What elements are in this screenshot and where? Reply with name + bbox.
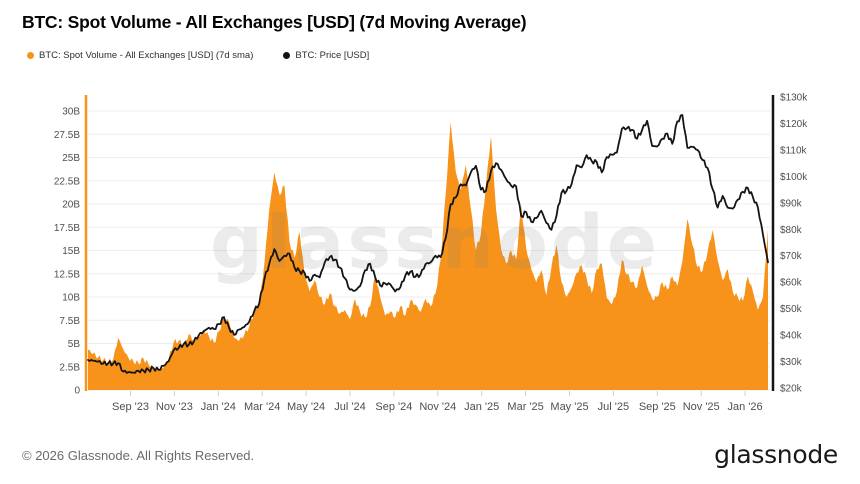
right-axis-tick-label: $120k [780,119,808,130]
x-axis-tick-label: Mar '24 [244,401,280,413]
left-axis-tick-label: 17.5B [54,223,80,234]
legend-label-spot-volume: BTC: Spot Volume - All Exchanges [USD] (… [39,50,254,61]
x-axis-tick-label: Jan '25 [464,401,499,413]
x-axis-tick-label: Sep '23 [112,401,149,413]
right-axis-tick-label: $110k [780,145,808,156]
left-axis-tick-label: 12.5B [54,269,80,280]
x-axis-tick-label: Sep '25 [639,401,676,413]
right-axis-tick-label: $60k [780,278,803,289]
right-axis-tick-label: $30k [780,357,803,368]
glassnode-logo: glassnode [714,440,838,469]
x-axis-tick-label: Jan '26 [728,401,763,413]
legend-swatch-price-icon [283,52,291,59]
volume-area-series[interactable] [88,122,768,390]
left-axis-tick-label: 20B [62,200,80,211]
price-line-series[interactable] [87,114,769,374]
left-axis-tick-label: 0 [74,386,80,397]
legend-item-price[interactable]: BTC: Price [USD] [283,50,369,61]
legend-item-spot-volume[interactable]: BTC: Spot Volume - All Exchanges [USD] (… [27,50,253,61]
x-axis-tick-label: Mar '25 [507,401,543,413]
left-axis-tick-label: 25B [62,153,80,164]
x-axis-tick-label: Sep '24 [375,401,412,413]
right-axis-tick-label: $90k [780,198,803,209]
left-axis-tick-label: 7.5B [59,316,80,327]
right-axis-tick-label: $130k [780,93,808,104]
right-axis-tick-label: $50k [780,304,803,315]
left-axis-tick-label: 10B [62,293,80,304]
legend: BTC: Spot Volume - All Exchanges [USD] (… [27,50,369,61]
watermark: glassnode [210,200,660,286]
x-axis-tick-label: Jul '25 [598,401,629,413]
x-axis-tick-label: May '24 [287,401,325,413]
left-axis-tick-label: 27.5B [54,130,80,141]
footer: © 2026 Glassnode. All Rights Reserved. g… [0,434,860,484]
left-axis-tick-label: 22.5B [54,176,80,187]
x-axis-tick-label: Nov '23 [156,401,193,413]
x-axis-tick-label: May '25 [550,401,588,413]
left-axis-tick-label: 2.5B [59,362,80,373]
right-axis-tick-label: $20k [780,384,803,395]
copyright-text: © 2026 Glassnode. All Rights Reserved. [22,448,255,463]
x-axis-tick-label: Nov '25 [683,401,720,413]
x-axis-tick-label: Jul '24 [334,401,365,413]
chart-title: BTC: Spot Volume - All Exchanges [USD] (… [22,12,527,32]
legend-label-price: BTC: Price [USD] [295,50,370,61]
left-axis-tick-label: 5B [68,339,81,350]
right-axis-tick-label: $80k [780,225,803,236]
right-axis-tick-label: $100k [780,172,808,183]
left-axis-tick-label: 15B [62,246,80,257]
right-axis-tick-label: $70k [780,251,803,262]
x-axis-tick-label: Jan '24 [201,401,236,413]
left-axis-tick-label: 30B [62,107,80,118]
legend-swatch-volume-icon [27,52,34,59]
right-axis-tick-label: $40k [780,331,803,342]
x-axis-tick-label: Nov '24 [419,401,456,413]
